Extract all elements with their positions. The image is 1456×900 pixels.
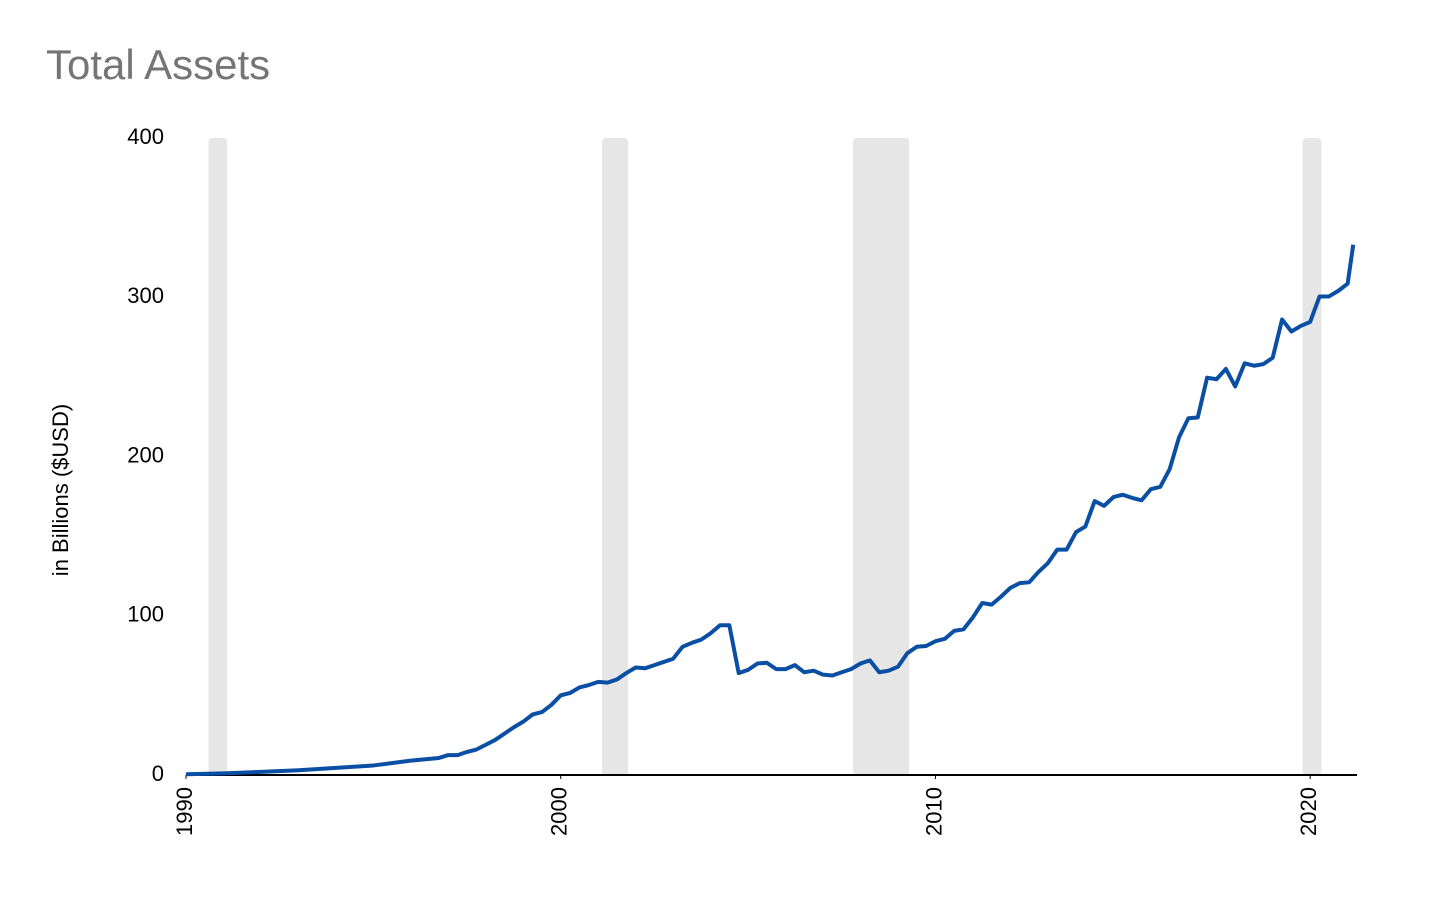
recession-band (208, 138, 228, 775)
x-tick-label: 1990 (172, 787, 197, 836)
x-tick-label: 2020 (1296, 787, 1321, 836)
y-tick-label: 100 (127, 602, 164, 627)
data-line (185, 244, 1356, 777)
recession-band (1302, 138, 1322, 775)
y-tick-label: 400 (127, 124, 164, 149)
recession-band (853, 138, 910, 775)
y-axis-label: in Billions ($USD) (48, 404, 73, 576)
y-tick-label: 0 (152, 761, 164, 786)
recession-band (601, 138, 629, 775)
x-tick-label: 2010 (921, 787, 946, 836)
y-tick-label: 200 (127, 442, 164, 467)
y-tick-label: 300 (127, 283, 164, 308)
x-tick-label: 2000 (547, 787, 572, 836)
chart-title: Total Assets (46, 41, 270, 88)
